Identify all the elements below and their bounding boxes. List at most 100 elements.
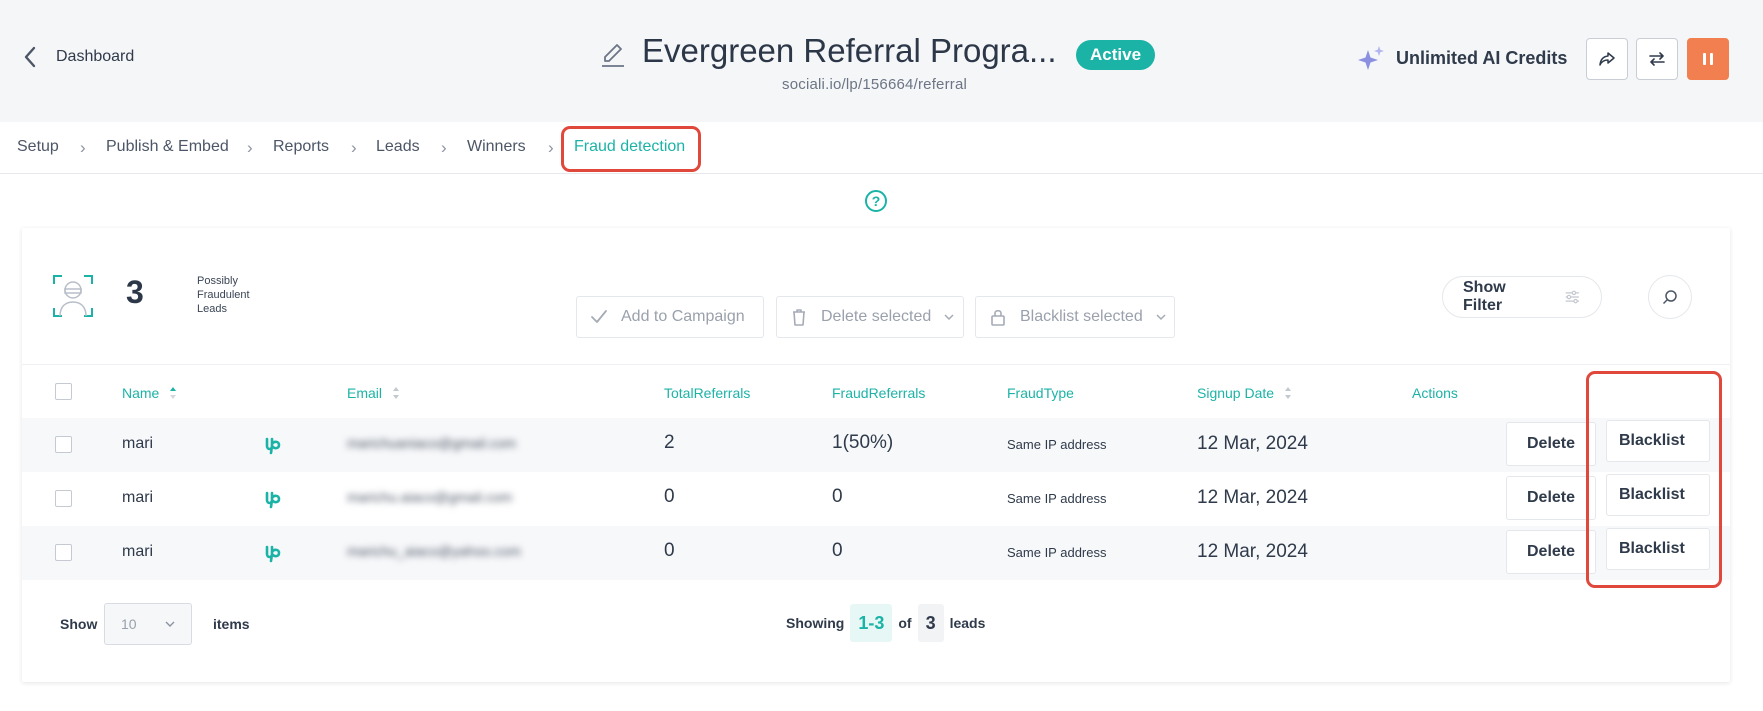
lead-email: marichu.aiaco@gmail.com bbox=[347, 489, 513, 505]
blacklist-selected-label: Blacklist selected bbox=[1020, 308, 1143, 325]
campaign-title-area: Evergreen Referral Progra... Active soci… bbox=[600, 32, 1220, 102]
blacklist-label: Blacklist bbox=[1619, 432, 1685, 449]
label-line: Possibly bbox=[197, 275, 238, 287]
sort-asc-icon bbox=[170, 387, 177, 399]
signup-date: 12 Mar, 2024 bbox=[1197, 487, 1308, 508]
total-count: 3 bbox=[917, 604, 944, 642]
back-to-dashboard[interactable]: Dashboard bbox=[22, 44, 134, 70]
table-row: mari marichu.aiaco@gmail.com 0 0 Same IP… bbox=[22, 472, 1730, 526]
tab-setup[interactable]: Setup bbox=[17, 138, 59, 155]
breadcrumb-separator: › bbox=[548, 138, 554, 157]
pencil-icon[interactable] bbox=[600, 40, 626, 70]
label-line: Leads bbox=[197, 303, 227, 315]
check-icon bbox=[591, 310, 607, 323]
blacklist-button[interactable]: Blacklist bbox=[1606, 420, 1710, 462]
column-email[interactable]: Email bbox=[347, 385, 400, 401]
header: Dashboard Evergreen Referral Progra... A… bbox=[0, 0, 1763, 122]
blacklist-button[interactable]: Blacklist bbox=[1606, 528, 1710, 570]
sort-icon bbox=[393, 387, 400, 399]
delete-button[interactable]: Delete bbox=[1506, 422, 1596, 466]
switch-button[interactable] bbox=[1636, 38, 1678, 80]
campaign-url: sociali.io/lp/156664/referral bbox=[782, 76, 968, 93]
status-badge: Active bbox=[1076, 40, 1156, 70]
help-icon[interactable]: ? bbox=[865, 190, 887, 212]
blacklist-label: Blacklist bbox=[1619, 540, 1685, 557]
chevron-down-icon bbox=[165, 621, 175, 627]
add-to-campaign-label: Add to Campaign bbox=[621, 308, 745, 325]
page-size-select[interactable]: 10 bbox=[104, 603, 192, 645]
total-referrals: 0 bbox=[664, 486, 675, 507]
fraud-referrals: 0 bbox=[832, 540, 843, 561]
masked-person-icon bbox=[53, 275, 93, 317]
label-line: Fraudulent bbox=[197, 289, 250, 301]
swap-arrows-icon bbox=[1649, 52, 1665, 66]
showing-label: Showing bbox=[786, 615, 845, 631]
table-header: Name Email TotalReferrals FraudReferrals… bbox=[22, 364, 1730, 418]
pause-button[interactable] bbox=[1687, 38, 1729, 80]
delete-selected-label: Delete selected bbox=[821, 308, 932, 325]
row-checkbox[interactable] bbox=[55, 436, 72, 453]
pagination-summary: Showing 1-3 of 3 leads bbox=[786, 603, 985, 643]
pause-icon bbox=[1703, 53, 1713, 65]
column-signup-date[interactable]: Signup Date bbox=[1197, 385, 1292, 401]
tab-reports[interactable]: Reports bbox=[273, 138, 330, 155]
tab-leads[interactable]: Leads bbox=[376, 138, 420, 155]
breadcrumb: Setup › Publish & Embed › Reports › Lead… bbox=[0, 122, 1763, 174]
ai-credits-label: Unlimited AI Credits bbox=[1396, 47, 1568, 68]
column-name[interactable]: Name bbox=[122, 385, 177, 401]
leads-label: leads bbox=[949, 615, 986, 631]
breadcrumb-separator: › bbox=[247, 138, 253, 157]
fraud-count: 3 bbox=[126, 274, 144, 310]
column-email-label: Email bbox=[347, 385, 383, 401]
page-size-value: 10 bbox=[121, 616, 137, 632]
blacklist-selected-button[interactable]: Blacklist selected bbox=[975, 296, 1175, 338]
tab-fraud-detection[interactable]: Fraud detection bbox=[574, 138, 686, 155]
lead-name: mari bbox=[122, 435, 154, 452]
column-actions: Actions bbox=[1412, 385, 1458, 401]
total-referrals: 2 bbox=[664, 432, 675, 453]
delete-button[interactable]: Delete bbox=[1506, 476, 1596, 520]
show-filter-label: Show Filter bbox=[1463, 279, 1506, 314]
row-checkbox[interactable] bbox=[55, 490, 72, 507]
blacklist-button[interactable]: Blacklist bbox=[1606, 474, 1710, 516]
share-button[interactable] bbox=[1586, 38, 1628, 80]
lock-icon bbox=[991, 309, 1005, 326]
fraud-type: Same IP address bbox=[1007, 437, 1107, 452]
table-row: mari marichuaniaco@gmail.com 2 1(50%) Sa… bbox=[22, 418, 1730, 472]
column-total-referrals: TotalReferrals bbox=[664, 385, 751, 401]
chevron-left-icon bbox=[24, 46, 36, 68]
back-label: Dashboard bbox=[56, 48, 135, 65]
lead-name: mari bbox=[122, 543, 154, 560]
breadcrumb-separator: › bbox=[80, 138, 86, 157]
delete-selected-button[interactable]: Delete selected bbox=[776, 296, 964, 338]
delete-button[interactable]: Delete bbox=[1506, 530, 1596, 574]
select-all-checkbox[interactable] bbox=[55, 383, 72, 400]
lead-email: marichu_aiaco@yahoo.com bbox=[347, 543, 521, 559]
lead-email: marichuaniaco@gmail.com bbox=[347, 435, 517, 451]
column-fraud-type: FraudType bbox=[1007, 385, 1074, 401]
tab-winners[interactable]: Winners bbox=[467, 138, 526, 155]
show-filter-button[interactable]: Show Filter bbox=[1442, 276, 1602, 318]
tab-publish-embed[interactable]: Publish & Embed bbox=[106, 138, 229, 155]
ai-credits: Unlimited AI Credits bbox=[1356, 44, 1567, 72]
search-button[interactable] bbox=[1648, 275, 1692, 319]
fraud-type: Same IP address bbox=[1007, 545, 1107, 560]
sliders-icon bbox=[1566, 290, 1580, 304]
upwork-icon bbox=[265, 437, 281, 455]
fraud-referrals: 0 bbox=[832, 486, 843, 507]
signup-date: 12 Mar, 2024 bbox=[1197, 541, 1308, 562]
add-to-campaign-button[interactable]: Add to Campaign bbox=[576, 296, 764, 338]
fraud-leads-card: 3 Possibly Fraudulent Leads Add to Campa… bbox=[22, 228, 1730, 682]
upwork-icon bbox=[265, 545, 281, 563]
sort-icon bbox=[1285, 387, 1292, 399]
column-signup-date-label: Signup Date bbox=[1197, 385, 1275, 401]
chevron-down-icon bbox=[1156, 314, 1166, 321]
breadcrumb-separator: › bbox=[441, 138, 447, 157]
items-label: items bbox=[213, 616, 250, 632]
lead-name: mari bbox=[122, 489, 154, 506]
show-label: Show bbox=[60, 616, 98, 632]
row-checkbox[interactable] bbox=[55, 544, 72, 561]
blacklist-label: Blacklist bbox=[1619, 486, 1685, 503]
table-row: mari marichu_aiaco@yahoo.com 0 0 Same IP… bbox=[22, 526, 1730, 580]
chevron-down-icon bbox=[944, 314, 954, 321]
